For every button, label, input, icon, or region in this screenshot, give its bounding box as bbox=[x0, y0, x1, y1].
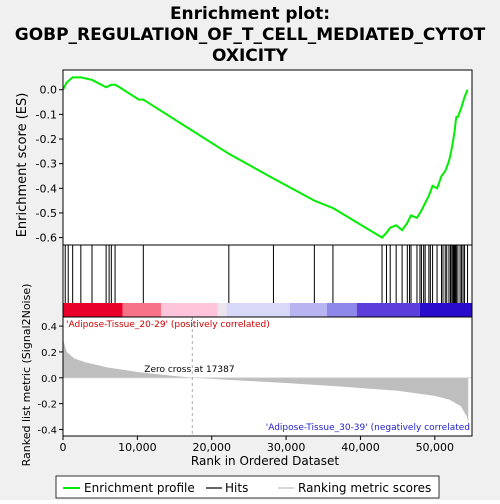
color-bar-segment-6 bbox=[326, 303, 357, 317]
x-tick-label-1: 10,000 bbox=[118, 441, 157, 454]
rank-y-tick-label-0: 0.4 bbox=[41, 322, 57, 333]
color-bar-segment-3 bbox=[217, 303, 227, 317]
color-bar-segment-7 bbox=[356, 303, 420, 317]
zero-cross-marker: Zero cross at 17387 bbox=[144, 317, 235, 436]
color-bar-segment-2 bbox=[161, 303, 218, 317]
zero-cross-label: Zero cross at 17387 bbox=[144, 365, 234, 375]
x-tick-label-3: 30,000 bbox=[267, 441, 306, 454]
color-bar-segment-0 bbox=[63, 303, 123, 317]
legend-ranking-metric-label: Ranking metric scores bbox=[298, 481, 431, 495]
es-y-tick-label-2: -0.2 bbox=[36, 133, 57, 146]
legend: Enrichment profile Hits Ranking metric s… bbox=[55, 475, 440, 499]
es-y-tick-label-1: -0.1 bbox=[36, 108, 57, 121]
rank-panel-frame bbox=[62, 316, 473, 437]
hit-lines bbox=[64, 245, 469, 303]
rank-y-tick-label-4: -0.4 bbox=[37, 426, 57, 437]
x-axis-label: Rank in Ordered Dataset bbox=[191, 454, 339, 468]
x-tick-label-2: 20,000 bbox=[192, 441, 231, 454]
es-y-tick-label-4: -0.4 bbox=[36, 182, 57, 195]
chart-title-line-2: GOBP_REGULATION_OF_T_CELL_MEDIATED_CYTOT bbox=[15, 25, 486, 45]
chart-title-line-1: Enrichment plot: bbox=[170, 4, 330, 24]
es-y-tick-label-6: -0.6 bbox=[36, 232, 57, 245]
x-ticks: 0 10,000 20,000 30,000 40,000 50,000 bbox=[60, 436, 455, 454]
negative-phenotype-label: 'Adipose-Tissue_30-39' (negatively corre… bbox=[266, 423, 470, 433]
color-bar-segment-4 bbox=[226, 303, 290, 317]
color-bar bbox=[63, 303, 472, 317]
es-panel-background bbox=[63, 70, 472, 245]
color-bar-segment-1 bbox=[122, 303, 162, 317]
es-y-axis-label: Enrichment score (ES) bbox=[15, 93, 30, 238]
rank-y-tick-label-1: 0.2 bbox=[41, 348, 57, 359]
hits-panel-background bbox=[63, 245, 472, 303]
rank-y-tick-label-3: -0.2 bbox=[37, 400, 57, 411]
rank-y-tick-label-2: 0.0 bbox=[41, 374, 57, 385]
legend-enrichment-profile-label: Enrichment profile bbox=[84, 481, 195, 495]
legend-hits-label: Hits bbox=[225, 481, 248, 495]
rank-y-axis-label: Ranked list metric (Signal2Noise) bbox=[20, 284, 33, 467]
positive-phenotype-label: 'Adipose-Tissue_20-29' (positively corre… bbox=[66, 320, 270, 330]
ranking-metric-area bbox=[63, 338, 469, 424]
es-y-tick-label-0: 0.0 bbox=[40, 84, 58, 97]
color-bar-segment-8 bbox=[419, 303, 472, 317]
chart-title-line-3: OXICITY bbox=[212, 46, 289, 66]
rank-y-ticks: 0.4 0.2 0.0 -0.2 -0.4 bbox=[37, 322, 63, 437]
legend-box bbox=[55, 475, 440, 499]
enrichment-profile-polyline bbox=[62, 76, 469, 239]
x-tick-label-0: 0 bbox=[60, 441, 67, 454]
rank-metric-area bbox=[63, 338, 472, 424]
es-y-ticks: 0.0 -0.1 -0.2 -0.3 -0.4 -0.5 -0.6 bbox=[36, 84, 63, 245]
es-y-tick-label-5: -0.5 bbox=[36, 207, 57, 220]
x-tick-label-5: 50,000 bbox=[416, 441, 455, 454]
x-tick-label-4: 40,000 bbox=[341, 441, 380, 454]
enrichment-profile-line bbox=[62, 76, 469, 239]
es-y-tick-label-3: -0.3 bbox=[36, 158, 57, 171]
color-bar-segment-5 bbox=[289, 303, 327, 317]
